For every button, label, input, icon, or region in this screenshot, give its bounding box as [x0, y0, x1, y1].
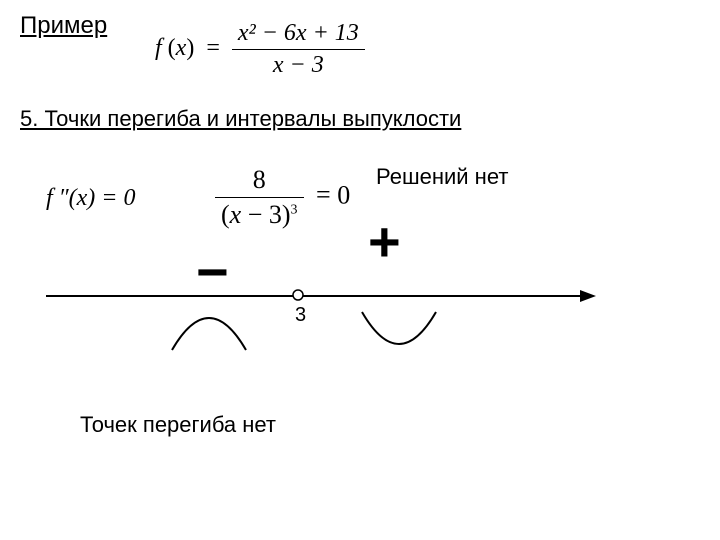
open-point-icon: [291, 288, 305, 302]
concave-up-arc-icon: [354, 306, 444, 354]
function-var: x: [176, 35, 187, 61]
example-title: Пример: [20, 12, 107, 40]
eq2-numerator: 8: [215, 165, 304, 198]
eq2-den-power: 3: [291, 202, 298, 217]
second-derivative-fraction: 8 (x − 3)3 = 0: [215, 165, 350, 230]
no-inflection-text: Точек перегиба нет: [80, 412, 276, 438]
eq2-rhs: 0: [337, 180, 350, 209]
function-formula: f (x) = x² − 6x + 13 x − 3: [155, 20, 365, 79]
function-label: f: [155, 35, 162, 61]
function-numerator: x² − 6x + 13: [232, 20, 365, 50]
axis-tick-label: 3: [295, 304, 306, 327]
number-line-axis: [46, 288, 596, 304]
section-subtitle: 5. Точки перегиба и интервалы выпуклости: [20, 106, 461, 132]
no-solutions-text: Решений нет: [376, 164, 508, 190]
plus-sign: +: [368, 214, 401, 270]
second-derivative-eq: f ″(x) = 0: [46, 185, 136, 212]
function-denominator: x − 3: [232, 50, 365, 79]
eq2-den-var: x: [230, 200, 242, 229]
second-derivative-lhs: f ″(x) = 0: [46, 185, 136, 211]
concave-down-arc-icon: [164, 306, 254, 354]
